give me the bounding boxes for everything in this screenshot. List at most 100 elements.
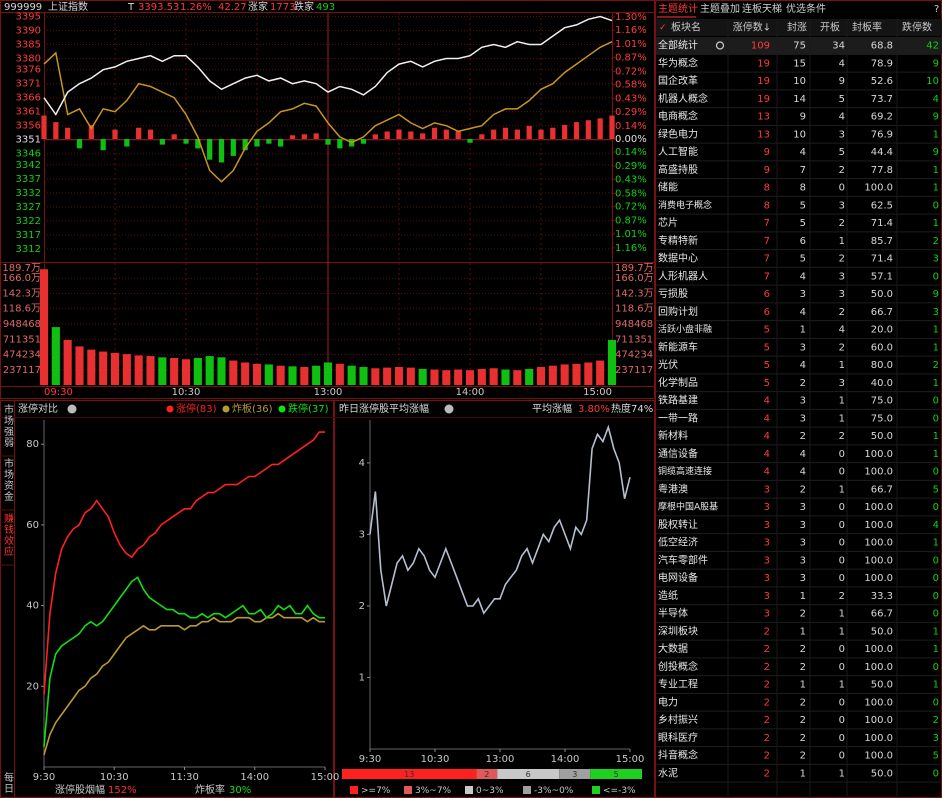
breadth-bar xyxy=(301,134,307,139)
theme-name[interactable]: 摩根中国A股基 xyxy=(658,501,718,513)
theme-name[interactable]: 数据中心 xyxy=(658,252,698,265)
theme-name[interactable]: 全部统计 xyxy=(658,39,698,52)
theme-cell: 2 xyxy=(800,484,806,495)
theme-name[interactable]: 活跃小盘非融 xyxy=(658,323,712,335)
column-header[interactable]: 开板 xyxy=(820,21,840,34)
theme-name[interactable]: 铁路基建 xyxy=(658,394,698,407)
side-tab[interactable]: 市场资金 xyxy=(2,457,14,502)
column-header[interactable]: 跌停数 xyxy=(902,21,932,34)
theme-name[interactable]: 专精特新 xyxy=(658,234,698,247)
theme-name[interactable]: 回购计划 xyxy=(658,305,698,318)
volume-bar xyxy=(99,351,108,385)
theme-name[interactable]: 半导体 xyxy=(658,607,688,620)
theme-name[interactable]: 深圳板块 xyxy=(658,624,698,637)
theme-name[interactable]: 抖音概念 xyxy=(658,749,698,762)
theme-name[interactable]: 电力 xyxy=(658,695,678,708)
breadth-bar xyxy=(479,134,485,139)
breadth-bar xyxy=(443,129,449,139)
theme-cell: 3 xyxy=(933,307,939,318)
theme-cell: 3 xyxy=(800,396,806,407)
table-tab[interactable]: 优选条件 xyxy=(786,2,826,15)
theme-name[interactable]: 铜缆高速连接 xyxy=(658,465,712,477)
price-tick-label: 3337 xyxy=(16,174,41,185)
theme-name[interactable]: 股权转让 xyxy=(658,518,698,531)
theme-name[interactable]: 人工智能 xyxy=(658,145,698,158)
theme-cell: 3 xyxy=(800,538,806,549)
theme-name[interactable]: 专业工程 xyxy=(658,678,698,691)
theme-name[interactable]: 新能源车 xyxy=(658,340,698,353)
side-tab[interactable]: 市场强弱 xyxy=(2,403,14,448)
theme-cell: 14 xyxy=(793,94,806,105)
theme-name[interactable]: 一带一路 xyxy=(658,411,698,424)
theme-name[interactable]: 高盛持股 xyxy=(658,163,698,176)
legend-label[interactable]: 涨停(83) xyxy=(176,402,217,415)
breadth-bar xyxy=(455,131,461,139)
theme-name[interactable]: 汽车零部件 xyxy=(658,553,708,566)
theme-name[interactable]: 水泥 xyxy=(658,766,678,779)
column-header[interactable]: 涨停数↓ xyxy=(733,21,771,34)
side-tab[interactable]: 赚钱效应 xyxy=(2,512,14,557)
distribution-count: 5 xyxy=(614,770,619,779)
theme-name[interactable]: 造纸 xyxy=(658,589,678,602)
x-tick-label: 13:00 xyxy=(486,754,515,765)
volume-bar xyxy=(87,349,96,385)
theme-cell: 4 xyxy=(800,147,806,158)
theme-name[interactable]: 国企改革 xyxy=(658,74,698,87)
breadth-bar xyxy=(585,120,591,139)
volume-bar xyxy=(489,368,498,385)
theme-cell: 1 xyxy=(839,360,845,371)
legend-dot xyxy=(166,405,174,413)
theme-cell: 50.0 xyxy=(871,768,893,779)
table-tab[interactable]: ? xyxy=(934,4,939,15)
theme-name[interactable]: 新材料 xyxy=(658,429,688,442)
refresh-icon[interactable] xyxy=(715,41,725,50)
legend-label: <=-3% xyxy=(603,786,636,796)
column-header[interactable]: 封涨 xyxy=(787,21,807,34)
column-header[interactable]: 板块名 xyxy=(671,21,701,34)
legend-swatch xyxy=(404,786,412,794)
theme-name[interactable]: 大数据 xyxy=(658,642,688,655)
theme-cell: 5 xyxy=(933,751,939,762)
legend-label[interactable]: 跌停(37) xyxy=(288,402,329,415)
theme-name[interactable]: 眼科医疗 xyxy=(658,731,698,744)
volume-bar xyxy=(359,366,368,385)
side-tab[interactable]: 每日 xyxy=(2,771,14,794)
theme-name[interactable]: 储能 xyxy=(658,181,678,194)
y-tick-label: 1 xyxy=(359,672,365,683)
theme-name[interactable]: 消费电子概念 xyxy=(658,199,712,211)
theme-name[interactable]: 创投概念 xyxy=(658,660,698,673)
info-icon[interactable] xyxy=(444,404,454,414)
table-tab[interactable]: 主题叠加 xyxy=(700,3,740,15)
theme-cell: 78.9 xyxy=(871,58,893,69)
theme-name[interactable]: 电商概念 xyxy=(658,110,698,123)
theme-name[interactable]: 乡村振兴 xyxy=(658,713,698,726)
theme-name[interactable]: 化学制品 xyxy=(658,376,698,389)
theme-cell: 2 xyxy=(839,165,845,176)
theme-cell: 1 xyxy=(933,644,939,655)
legend-label[interactable]: 炸板(36) xyxy=(232,402,273,415)
theme-name[interactable]: 芯片 xyxy=(658,216,678,229)
volume-tick-label: 166.0万 xyxy=(615,273,654,284)
theme-name[interactable]: 低空经济 xyxy=(658,536,698,549)
x-tick-label: 15:00 xyxy=(616,754,645,765)
footer-value: 30% xyxy=(229,785,251,796)
legend-label: >=7% xyxy=(361,786,391,796)
theme-name[interactable]: 粤港澳 xyxy=(658,482,688,495)
theme-name[interactable]: 人形机器人 xyxy=(658,269,708,282)
info-icon[interactable] xyxy=(67,404,77,414)
theme-name[interactable]: 华为概念 xyxy=(658,56,698,69)
theme-name[interactable]: 机器人概念 xyxy=(658,92,708,105)
theme-name[interactable]: 绿色电力 xyxy=(658,127,698,140)
pct-tick-label: 0.72% xyxy=(615,202,647,213)
theme-cell: 100.0 xyxy=(864,733,893,744)
theme-name[interactable]: 光伏 xyxy=(658,358,678,371)
table-tab[interactable]: 连板天梯 xyxy=(742,2,782,15)
theme-name[interactable]: 电网设备 xyxy=(658,571,698,584)
column-header[interactable]: 封板率 xyxy=(852,21,882,34)
breadth-bar xyxy=(230,139,236,156)
pct-tick-label: 1.16% xyxy=(615,243,647,254)
table-tab[interactable]: 主题统计 xyxy=(658,2,698,15)
theme-name[interactable]: 通信设备 xyxy=(658,447,698,460)
theme-name[interactable]: 亏损股 xyxy=(658,287,688,300)
theme-cell: 7 xyxy=(764,254,770,265)
